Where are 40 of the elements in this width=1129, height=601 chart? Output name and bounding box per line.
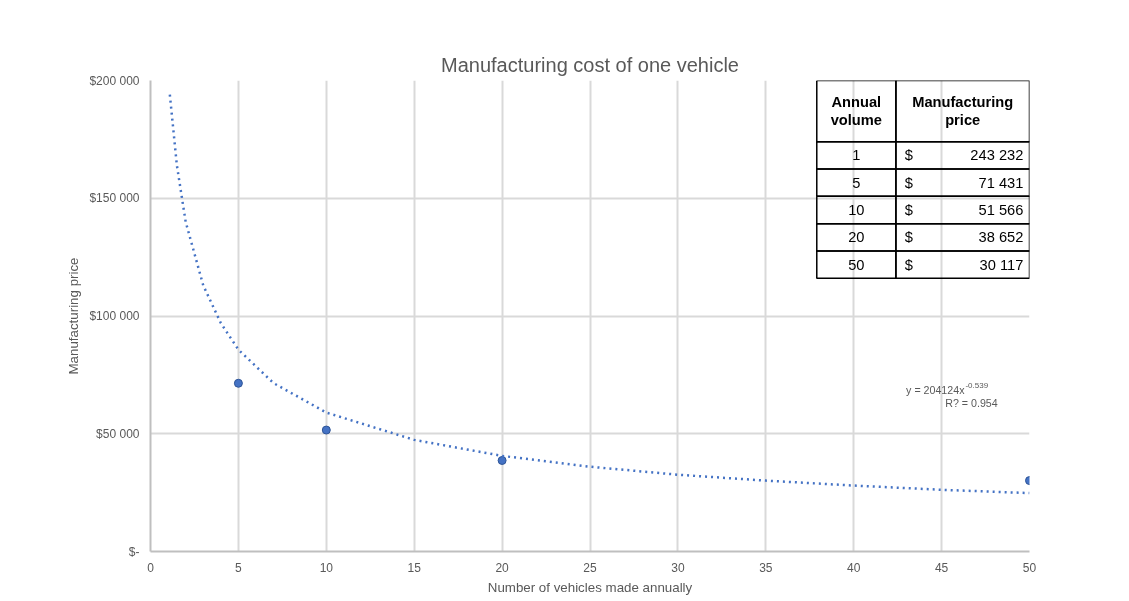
y-tick-label: $200 000 bbox=[89, 73, 140, 88]
y-axis-title: Manufacturing price bbox=[66, 257, 82, 375]
point bbox=[497, 455, 507, 465]
x-tick-label: 25 bbox=[583, 560, 597, 575]
y-tick-label: $150 000 bbox=[89, 191, 140, 206]
x-axis-title: Number of vehicles made annually bbox=[487, 579, 693, 595]
annotation: $ bbox=[904, 147, 913, 164]
annotation: $ bbox=[904, 229, 913, 246]
x-tick-label: 50 bbox=[1022, 560, 1037, 575]
annotation: $ bbox=[904, 202, 913, 219]
annotation: 10 bbox=[848, 202, 865, 219]
annotation: 50 bbox=[848, 256, 865, 273]
annotation: 20 bbox=[848, 229, 865, 246]
chart-title: Manufacturing cost of one vehicle bbox=[441, 53, 739, 76]
annotation: 5 bbox=[852, 174, 861, 191]
x-tick-label: 40 bbox=[847, 560, 861, 575]
annotation: 38 652 bbox=[978, 229, 1024, 246]
x-tick-label: 10 bbox=[319, 560, 334, 575]
annotation: 243 232 bbox=[970, 147, 1024, 164]
annotation: R? = 0.954 bbox=[945, 397, 998, 410]
annotation: $ bbox=[904, 256, 913, 273]
annotation: $ bbox=[904, 174, 913, 191]
annotation: Manufacturing price bbox=[912, 94, 1014, 128]
y-tick-label: $100 000 bbox=[89, 309, 140, 323]
annotation: Annual volume bbox=[830, 94, 882, 128]
annotation: 30 117 bbox=[979, 256, 1024, 273]
point bbox=[321, 425, 331, 435]
x-tick-label: 30 bbox=[671, 560, 685, 575]
x-tick-label: 5 bbox=[235, 560, 243, 575]
annotation: 71 431 bbox=[978, 174, 1024, 191]
x-tick-label: 0 bbox=[147, 560, 155, 575]
y-tick-label: $50 000 bbox=[96, 426, 140, 441]
annotation: 1 bbox=[852, 147, 861, 164]
x-tick-label: 35 bbox=[759, 560, 773, 575]
x-tick-label: 45 bbox=[934, 560, 949, 575]
x-tick-label: 15 bbox=[407, 560, 422, 575]
annotation: 51 566 bbox=[978, 202, 1024, 219]
y-tick-label: $- bbox=[128, 544, 140, 559]
point bbox=[233, 378, 243, 388]
x-tick-label: 20 bbox=[495, 560, 510, 575]
